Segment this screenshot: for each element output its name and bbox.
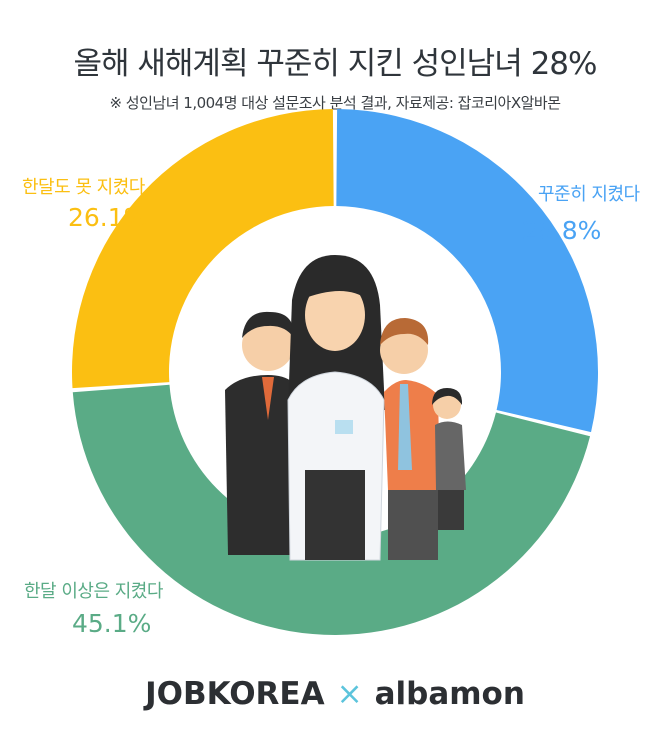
- jobkorea-logo: JOBKOREA: [145, 676, 325, 712]
- donut-slice-2: [72, 109, 334, 389]
- collab-separator: ×: [336, 676, 363, 712]
- slice-label-0: 꾸준히 지켰다: [538, 184, 640, 205]
- slice-value-2: 26.1%: [68, 203, 148, 232]
- office-workers-illustration: [225, 255, 466, 561]
- page-title: 올해 새해계획 꾸준히 지킨 성인남녀 28%: [73, 46, 598, 82]
- donut-slice-1: [72, 384, 591, 635]
- page-subtitle: ※ 성인남녀 1,004명 대상 설문조사 분석 결과, 자료제공: 잡코리아X…: [109, 94, 561, 112]
- slice-value-1: 45.1%: [72, 609, 152, 638]
- slice-label-2: 한달도 못 지켰다: [22, 177, 145, 198]
- donut-slice-0: [336, 109, 599, 433]
- footer-logos: JOBKOREA × albamon: [0, 676, 670, 712]
- slice-label-1: 한달 이상은 지켰다: [24, 581, 163, 602]
- slice-value-0: 28.8%: [522, 216, 602, 245]
- albamon-logo: albamon: [374, 676, 525, 712]
